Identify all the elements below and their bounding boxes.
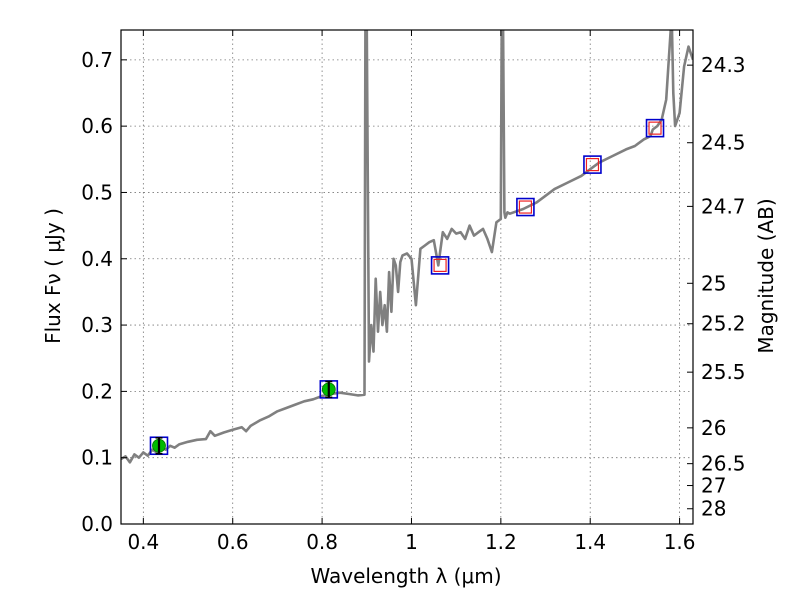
y-tick-label: 0.7	[81, 48, 113, 72]
y-tick-label: 0.0	[81, 512, 113, 536]
mag-tick-label: 26	[701, 416, 726, 440]
model-flux-box	[430, 256, 450, 275]
mag-tick-label: 25	[701, 271, 726, 295]
y-tick-label: 0.2	[81, 379, 113, 403]
y-tick-label: 0.3	[81, 313, 113, 337]
upper-limit-box	[585, 158, 600, 172]
x-axis-label: Wavelength λ (μm)	[310, 564, 501, 588]
mag-tick-label: 24.5	[701, 131, 746, 155]
spectrum-line	[121, 30, 693, 464]
upper-limit-box	[433, 258, 447, 272]
y-axis-label: Flux Fν ( μJy )	[41, 208, 65, 344]
x-tick-label: 1.2	[485, 530, 517, 554]
x-tick-label: 1.6	[664, 530, 696, 554]
x-tick-label: 1	[405, 530, 418, 554]
y-tick-label: 0.1	[81, 446, 113, 470]
mag-tick-label: 27	[701, 474, 726, 498]
axis-ticks: 0.4 0.6 0.8 1 1.2 1.4 1.6 0.0 0.1 0.2 0.3 0.4 0.5 0.6…	[81, 30, 746, 554]
model-flux-box	[516, 197, 535, 217]
plot-frame	[120, 29, 694, 525]
x-tick-label: 1.4	[574, 530, 606, 554]
mag-tick-label: 26.5	[701, 452, 746, 476]
y-tick-label: 0.6	[81, 114, 113, 138]
x-tick-label: 0.4	[127, 530, 159, 554]
upper-limit-box	[648, 121, 662, 135]
plot-area	[121, 30, 693, 464]
x-tick-label: 0.8	[306, 530, 338, 554]
grid-lines	[121, 30, 693, 525]
mag-tick-label: 28	[701, 497, 726, 521]
upper-limit-box	[518, 200, 533, 214]
mag-tick-label: 25.5	[701, 360, 746, 384]
mag-tick-label: 25.2	[701, 312, 746, 336]
x-tick-label: 0.6	[217, 530, 249, 554]
model-flux-box	[583, 155, 602, 174]
right-axis-label: Magnitude (AB)	[754, 198, 778, 353]
y-tick-label: 0.4	[81, 247, 113, 271]
mag-tick-label: 24.7	[701, 194, 746, 218]
mag-tick-label: 24.3	[701, 53, 746, 77]
y-tick-label: 0.5	[81, 180, 113, 204]
model-flux-box	[645, 118, 665, 138]
